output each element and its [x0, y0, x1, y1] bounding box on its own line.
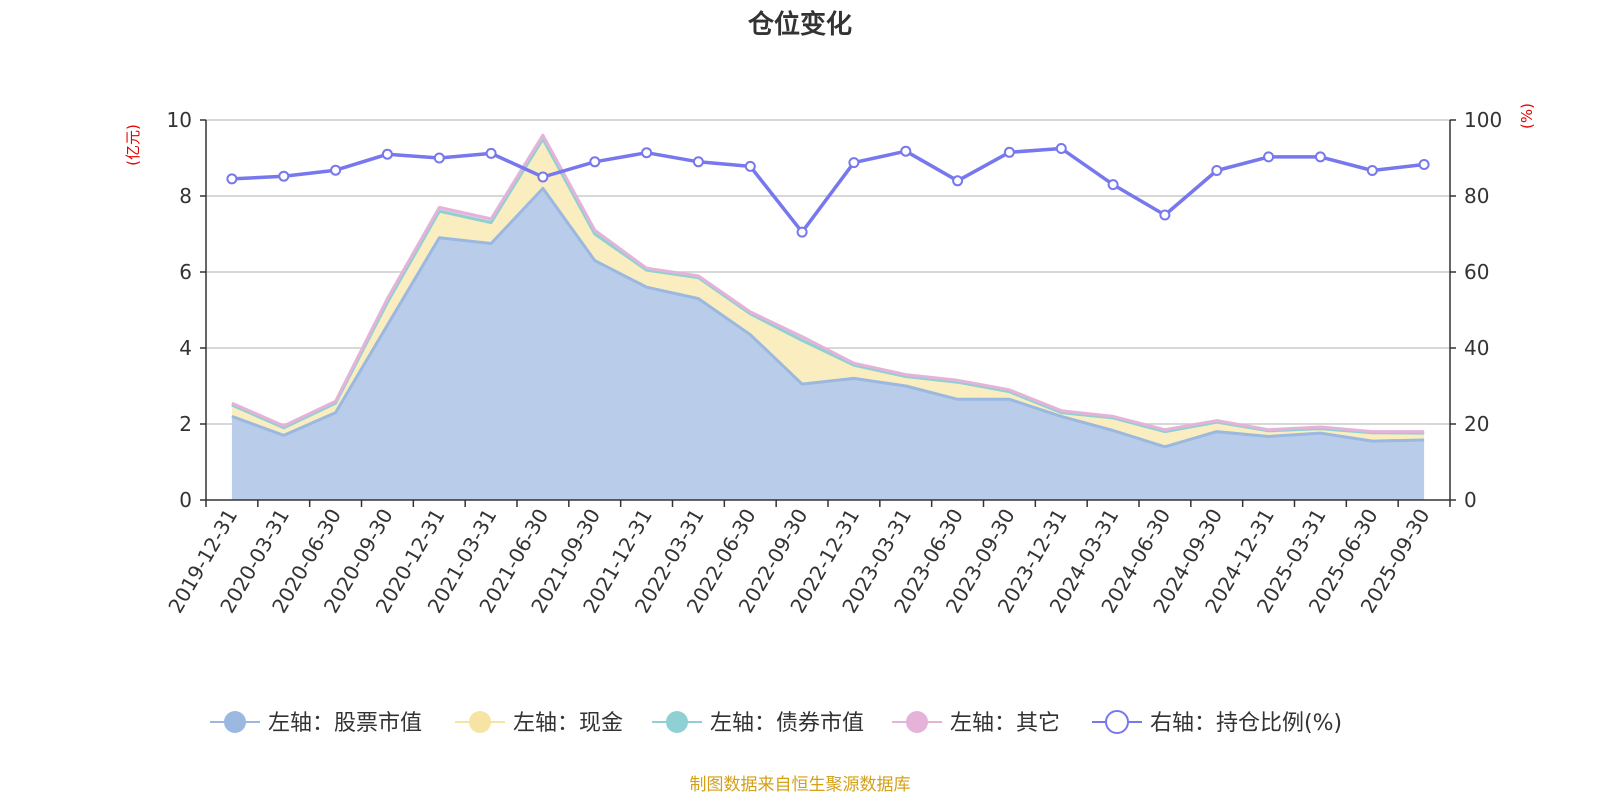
ratio-point	[641, 147, 653, 159]
area-series-0	[231, 188, 1425, 500]
legend-marker-4	[1105, 710, 1129, 734]
right-tick-label: 20	[1464, 412, 1489, 436]
area-line-series-3	[231, 133, 1425, 434]
right-tick-label: 80	[1464, 184, 1489, 208]
legend-marker-1	[469, 711, 491, 733]
left-tick-label: 2	[179, 412, 192, 436]
right-axis-unit: (%)	[1518, 103, 1536, 129]
ratio-point	[1418, 159, 1430, 170]
ratio-point	[692, 156, 704, 168]
legend: 左轴：股票市值 左轴：现金 左轴：债券市值 左轴：其它 右轴：持仓比例(%)	[210, 710, 1342, 736]
ratio-point	[1055, 143, 1067, 154]
left-tick-label: 0	[179, 488, 192, 512]
ratio-point	[952, 175, 964, 187]
left-axis-unit: (亿元)	[124, 124, 142, 166]
left-tick-label: 8	[179, 184, 192, 208]
ratio-point	[433, 152, 445, 164]
ratio-point	[1107, 179, 1119, 191]
legend-marker-2	[666, 711, 688, 733]
legend-label-4: 右轴：持仓比例(%)	[1150, 711, 1342, 736]
right-tick-label: 40	[1464, 336, 1489, 360]
ratio-point	[278, 170, 290, 182]
legend-label-3: 左轴：其它	[950, 711, 1060, 736]
ratio-point	[1314, 151, 1326, 163]
ratio-point	[796, 226, 808, 238]
ratio-point	[1003, 146, 1015, 158]
stacked-areas	[231, 133, 1425, 500]
left-tick-label: 10	[167, 108, 192, 132]
holding-ratio-series	[226, 143, 1430, 238]
ratio-line	[231, 146, 1425, 234]
ratio-point	[330, 164, 342, 176]
legend-marker-3	[906, 711, 928, 733]
left-tick-label: 4	[179, 336, 192, 360]
legend-label-2: 左轴：债券市值	[710, 711, 864, 736]
ratio-point	[1211, 165, 1223, 176]
left-tick-label: 6	[179, 260, 192, 284]
ratio-point	[226, 173, 238, 185]
ratio-point	[900, 145, 912, 157]
area-line-series-0	[231, 186, 1425, 449]
legend-marker-0	[224, 711, 246, 733]
legend-label-0: 左轴：股票市值	[268, 711, 422, 736]
ratio-point	[1263, 151, 1275, 163]
ratio-point	[381, 148, 393, 160]
right-tick-label: 100	[1464, 108, 1502, 132]
ratio-point	[1159, 209, 1171, 221]
ratio-point	[848, 157, 860, 169]
chart-title: 仓位变化	[747, 9, 852, 40]
legend-label-1: 左轴：现金	[513, 711, 623, 736]
right-tick-label: 60	[1464, 260, 1489, 284]
ratio-point	[744, 160, 756, 172]
ratio-point	[589, 156, 601, 168]
right-tick-label: 0	[1464, 488, 1477, 512]
ratio-point	[537, 171, 549, 183]
ratio-point	[1366, 165, 1378, 176]
source-note: 制图数据来自恒生聚源数据库	[690, 775, 911, 795]
ratio-point	[485, 147, 497, 159]
